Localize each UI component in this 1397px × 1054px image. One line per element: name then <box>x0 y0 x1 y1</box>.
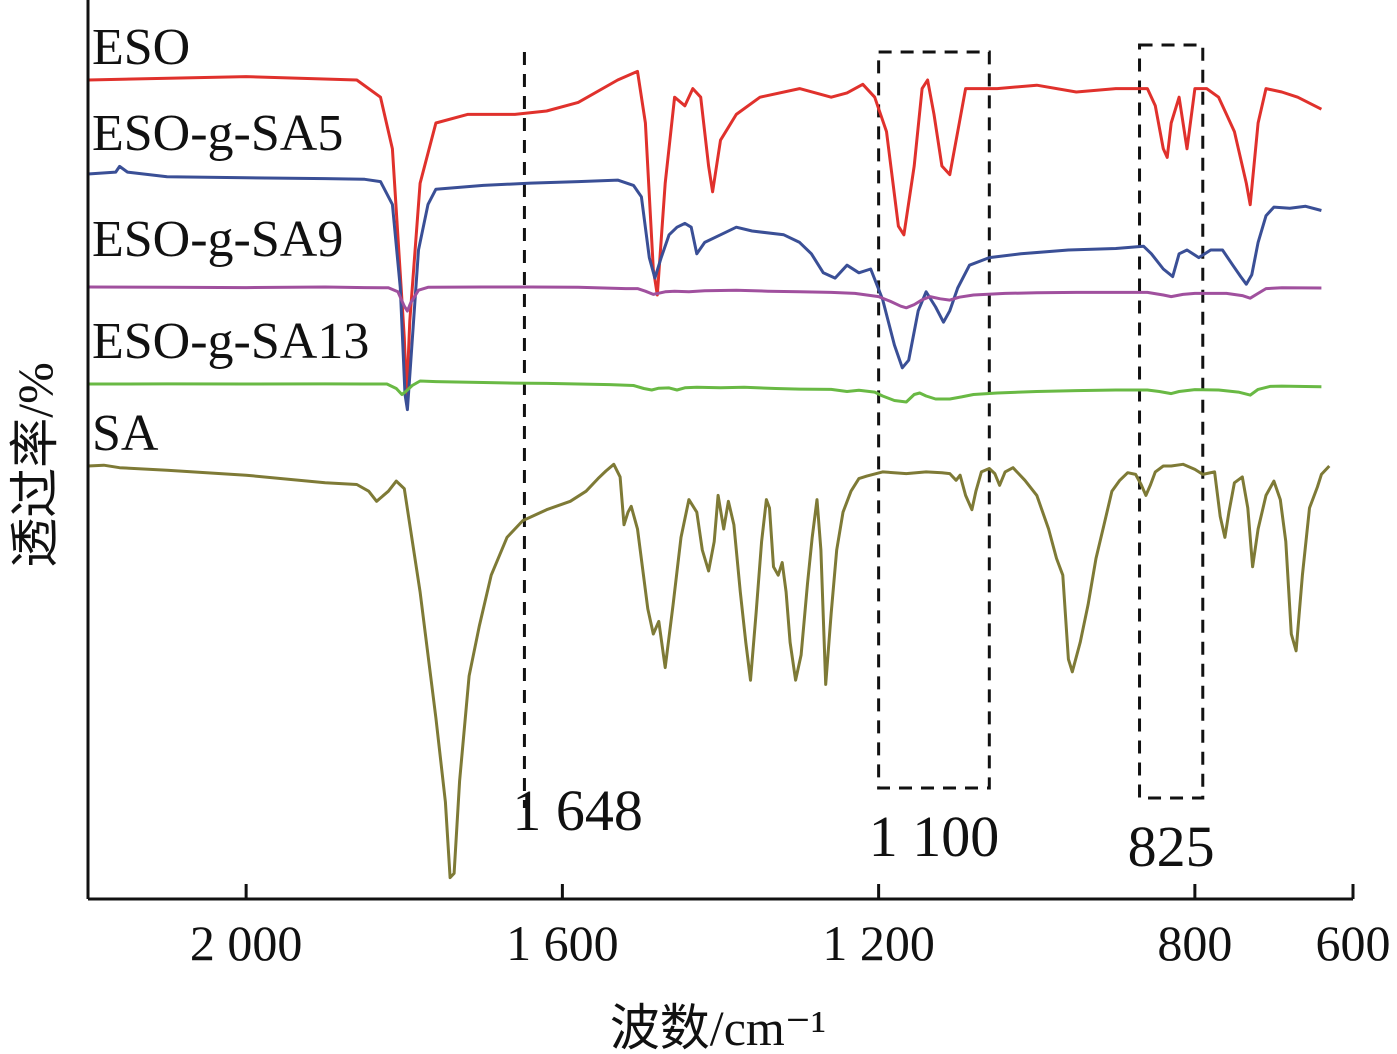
series-line-eso-g-sa9 <box>87 285 1322 313</box>
series-label-eso: ESO <box>92 19 190 76</box>
series-labels: ESO ESO-g-SA5 ESO-g-SA9 ESO-g-SA13 SA <box>92 19 369 462</box>
annotation-1-100-label: 1 100 <box>869 804 1000 869</box>
x-tick-label-2000: 2 000 <box>190 915 303 971</box>
y-axis-title: 透过率/% <box>7 362 63 568</box>
series-layer <box>87 69 1331 880</box>
x-ticks: 2 000 1 600 1 200 800 600 <box>190 884 1391 971</box>
series-label-sa: SA <box>92 405 159 462</box>
annotation-1-648-label: 1 648 <box>512 778 643 843</box>
series-line-eso-g-sa5 <box>87 164 1322 412</box>
x-tick-label-600: 600 <box>1316 915 1391 971</box>
annotation-825-box <box>1138 43 1205 800</box>
series-label-eso-g-sa5: ESO-g-SA5 <box>92 105 343 162</box>
x-tick-label-1600: 1 600 <box>506 915 619 971</box>
series-line-eso <box>87 69 1323 400</box>
x-axis-title: 波数/cm⁻¹ <box>610 1000 826 1054</box>
x-tick-label-1200: 1 200 <box>822 915 935 971</box>
series-label-eso-g-sa9: ESO-g-SA9 <box>92 211 343 268</box>
axes: 2 000 1 600 1 200 800 600 波数/cm⁻¹ 透过率/% <box>7 0 1391 1054</box>
annotation-1-100-box <box>877 50 991 790</box>
series-line-eso-g-sa13 <box>87 379 1322 404</box>
x-tick-label-800: 800 <box>1157 915 1232 971</box>
series-line-sa <box>87 462 1331 880</box>
annotation-825-label: 825 <box>1128 814 1215 879</box>
series-label-eso-g-sa13: ESO-g-SA13 <box>92 313 369 370</box>
annotations: 1 648 1 100 825 <box>512 43 1215 879</box>
